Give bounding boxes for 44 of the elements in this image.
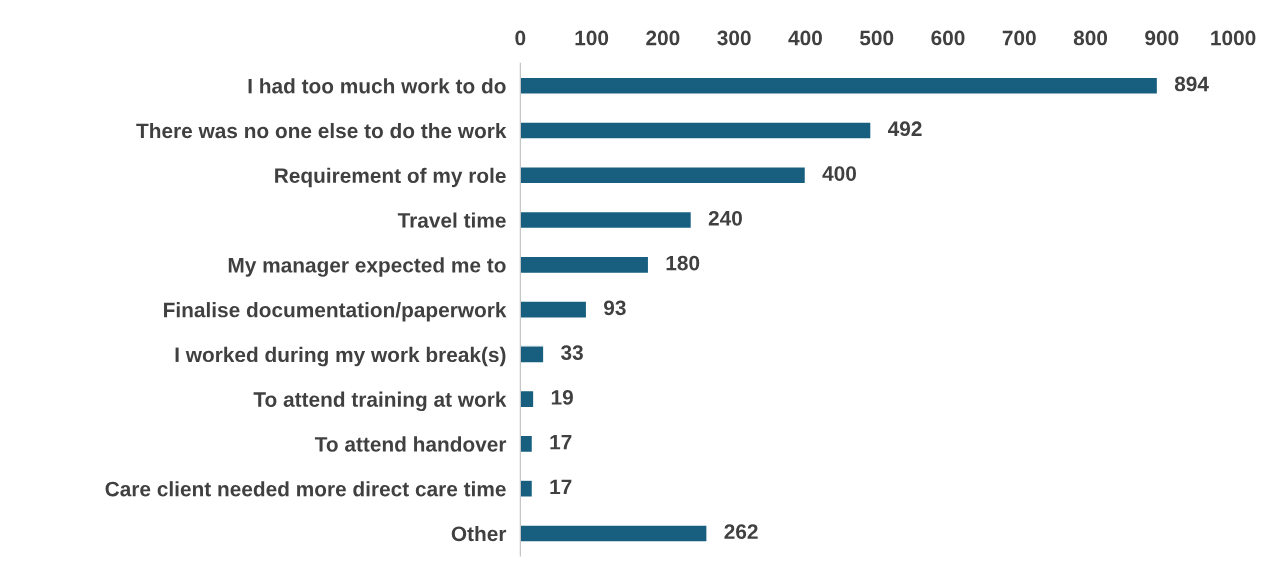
x-tick-label: 200 bbox=[646, 30, 680, 46]
bar bbox=[520, 210, 693, 230]
data-label: 492 bbox=[887, 121, 922, 137]
bar bbox=[520, 389, 535, 409]
y-tick-label: To attend training at work bbox=[253, 391, 507, 412]
y-tick-label: I worked during my work break(s) bbox=[175, 346, 506, 367]
y-tick-label: My manager expected me to bbox=[228, 257, 506, 277]
y-tick-label: I had too much work to do bbox=[248, 78, 506, 94]
x-tick-label: 0 bbox=[515, 30, 526, 46]
data-label: 240 bbox=[708, 210, 742, 226]
x-tick-label: 700 bbox=[1002, 30, 1036, 46]
data-label: 93 bbox=[604, 300, 626, 316]
y-tick-label: Travel time bbox=[397, 212, 506, 228]
data-label: 33 bbox=[560, 345, 583, 360]
bar bbox=[520, 345, 545, 364]
data-label: 400 bbox=[822, 166, 856, 181]
bar bbox=[520, 166, 807, 185]
x-tick-label: 800 bbox=[1073, 30, 1108, 46]
x-tick-label: 100 bbox=[575, 30, 609, 46]
x-tick-label: 900 bbox=[1145, 30, 1179, 46]
bar bbox=[520, 479, 534, 498]
y-tick-label: There was no one else to do the work bbox=[136, 122, 507, 139]
bar bbox=[520, 255, 650, 275]
data-label: 17 bbox=[550, 434, 572, 450]
x-tick-label: 500 bbox=[859, 30, 894, 46]
y-tick-label: Other bbox=[451, 525, 507, 542]
y-tick-label: Finalise documentation/paperwork bbox=[164, 302, 507, 322]
data-label: 262 bbox=[724, 524, 758, 540]
data-label: 180 bbox=[666, 255, 700, 271]
x-tick-label: 400 bbox=[788, 30, 822, 46]
bar bbox=[520, 300, 588, 319]
x-tick-label: 600 bbox=[931, 30, 965, 46]
y-tick-label: Requirement of my role bbox=[275, 167, 506, 188]
y-tick-label: To attend handover bbox=[314, 436, 507, 452]
bar bbox=[520, 434, 534, 454]
bar bbox=[520, 76, 1159, 95]
data-label: 19 bbox=[551, 389, 573, 405]
bar bbox=[520, 524, 708, 543]
bar bbox=[520, 121, 872, 140]
y-tick-label: Care client needed more direct care time bbox=[105, 481, 506, 497]
x-tick-label: 300 bbox=[717, 30, 751, 46]
data-label: 17 bbox=[550, 479, 572, 495]
data-label: 894 bbox=[1174, 76, 1209, 92]
x-tick-label: 1000 bbox=[1211, 30, 1256, 46]
